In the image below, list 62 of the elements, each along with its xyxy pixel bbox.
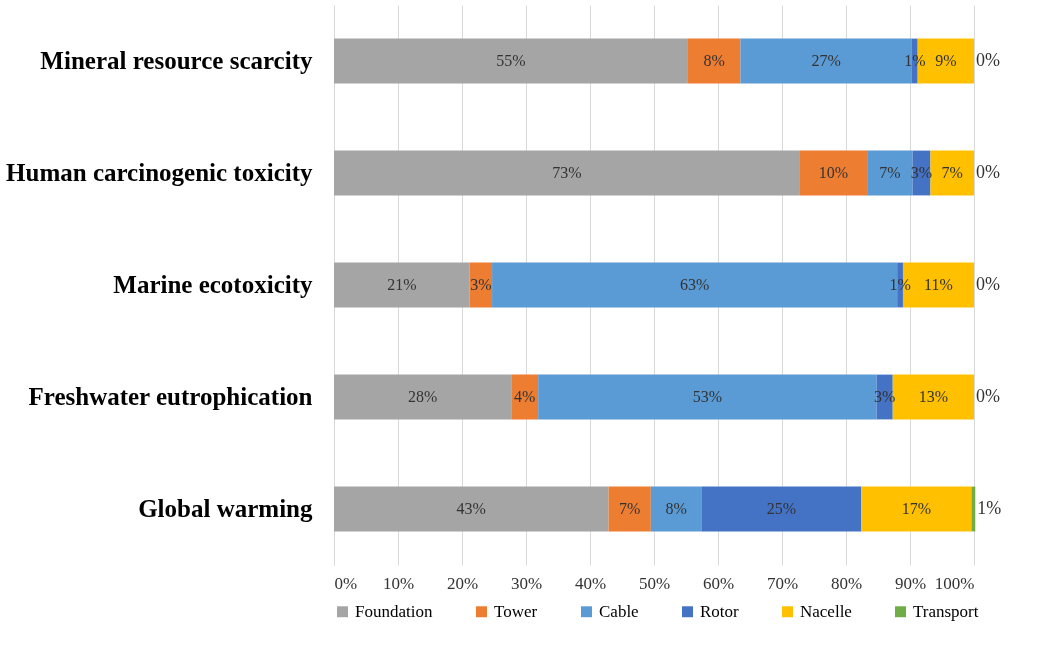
bar [334, 38, 688, 84]
data-label: 8% [703, 52, 725, 69]
data-label: 63% [679, 276, 710, 293]
data-label: 3% [470, 276, 492, 293]
data-label: 55% [496, 52, 526, 69]
bar [861, 486, 972, 532]
y-tick-label: Human carcinogenic toxicity [6, 159, 313, 186]
data-label: 21% [387, 276, 417, 293]
x-tick-label: 50% [638, 573, 671, 593]
data-label: 8% [665, 500, 687, 517]
x-tick-label: 10% [382, 573, 415, 593]
data-label: 28% [407, 388, 438, 405]
data-label: 1% [977, 498, 1002, 518]
legend-label: Rotor [700, 601, 740, 621]
legend-label: Foundation [355, 601, 433, 621]
y-tick-label: Mineral resource scarcity [40, 47, 313, 74]
bar [687, 38, 741, 84]
data-label: 7% [941, 164, 963, 181]
x-tick-label: 80% [830, 573, 863, 593]
bar [930, 150, 974, 196]
data-label: 73% [552, 164, 582, 181]
data-label: 7% [619, 500, 641, 517]
data-label: 25% [766, 500, 797, 517]
data-label: 27% [811, 52, 841, 69]
x-tick-label: 30% [510, 573, 543, 593]
x-tick-label: 60% [702, 573, 735, 593]
y-tick-label: Marine ecotoxicity [113, 271, 313, 298]
data-label: 13% [918, 388, 949, 405]
bar [608, 486, 651, 532]
x-tick-label: 70% [766, 573, 799, 593]
legend-label: Nacelle [800, 601, 852, 621]
bar [867, 150, 913, 196]
data-label: 4% [514, 388, 536, 405]
data-label: 7% [879, 164, 901, 181]
data-label: 0% [976, 162, 1000, 182]
bar [799, 150, 868, 196]
legend-label: Cable [599, 601, 639, 621]
x-tick-label: 100% [934, 573, 975, 593]
data-label: 10% [818, 164, 849, 181]
bar [650, 486, 702, 532]
bar [701, 486, 862, 532]
bar [334, 150, 800, 196]
x-tick-label: 90% [894, 573, 927, 593]
data-label: 11% [924, 276, 953, 293]
x-tick-label: 40% [574, 573, 607, 593]
data-label: 9% [935, 52, 957, 69]
bar [334, 262, 470, 308]
data-label: 53% [692, 388, 723, 405]
bar [334, 486, 609, 532]
data-label: 0% [976, 386, 1000, 406]
bar [971, 486, 976, 532]
data-label: 0% [976, 50, 1000, 70]
data-label: 43% [456, 500, 486, 517]
bar [334, 374, 512, 420]
x-tick-label: 20% [446, 573, 479, 593]
y-tick-label: Freshwater eutrophication [28, 383, 313, 410]
x-tick-label: 0% [334, 573, 358, 593]
data-label: 0% [976, 274, 1000, 294]
legend-label: Transport [913, 601, 979, 621]
data-label: 17% [901, 500, 932, 517]
y-tick-label: Global warming [138, 495, 313, 522]
legend-label: Tower [494, 601, 538, 621]
